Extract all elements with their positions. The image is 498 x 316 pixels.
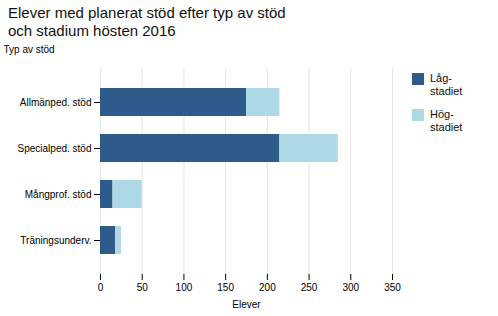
svg-text:150: 150: [217, 282, 234, 293]
svg-text:350: 350: [384, 282, 401, 293]
html-text:och stadium hösten 2016: och stadium hösten 2016: [8, 22, 176, 39]
html-text:Låg- stadiet: Låg- stadiet: [430, 72, 463, 97]
svg-text:200: 200: [259, 282, 276, 293]
svg-text:Elever: Elever: [232, 299, 261, 310]
svg-text:Allmänped. stöd: Allmänped. stöd: [20, 97, 92, 108]
svg-text:Specialped. stöd: Specialped. stöd: [18, 143, 92, 154]
svg-text:50: 50: [137, 282, 149, 293]
html-text:Elever med planerat stöd efter: Elever med planerat stöd efter typ av st…: [8, 4, 286, 21]
svg-text:300: 300: [342, 282, 359, 293]
svg-text:Träningsunderv.: Träningsunderv.: [20, 235, 91, 246]
svg-text:Typ av stöd: Typ av stöd: [4, 44, 55, 55]
svg-text:100: 100: [176, 282, 193, 293]
svg-text:0: 0: [98, 282, 104, 293]
html-text:Hög- stadiet: Hög- stadiet: [430, 108, 463, 133]
svg-text:250: 250: [301, 282, 318, 293]
svg-text:Mångprof. stöd: Mångprof. stöd: [25, 189, 92, 200]
